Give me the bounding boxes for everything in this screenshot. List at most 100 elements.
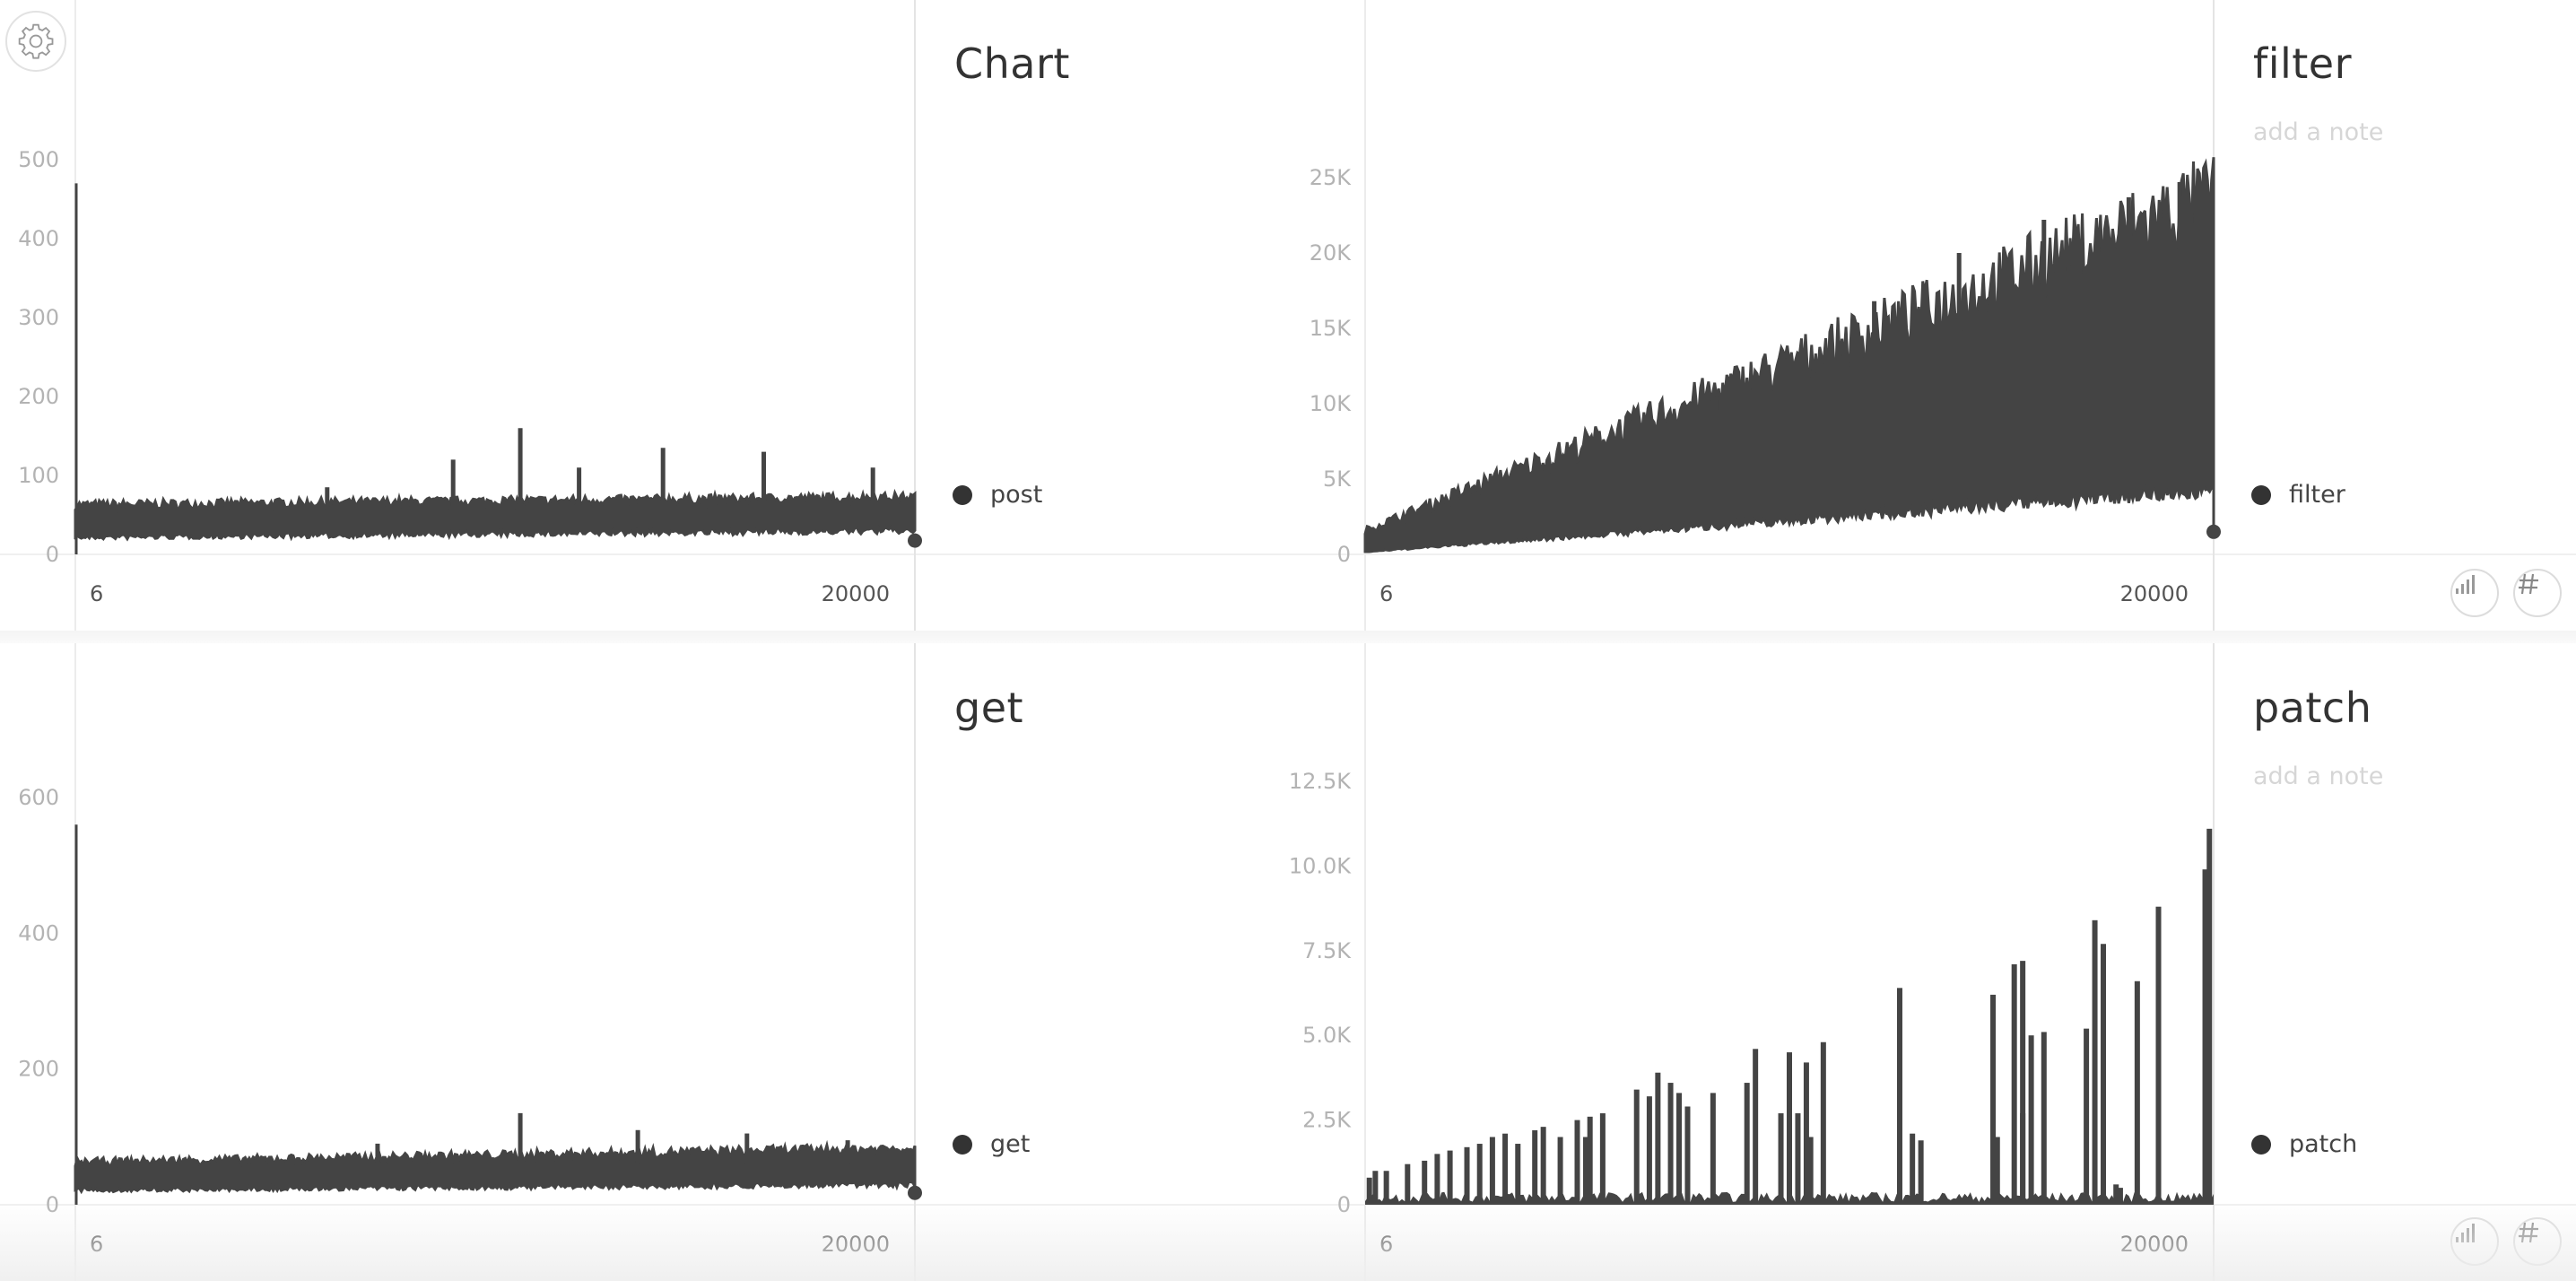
chart-panel-filter: 0 5K 10K 15K 20K 25K 6 20000 filter add a note … <box>1288 0 2576 631</box>
bar <box>2113 1184 2119 1205</box>
legend-item: post <box>953 481 1042 509</box>
bar <box>1803 1062 1809 1205</box>
series-end-dot <box>2206 524 2221 539</box>
bar <box>2155 906 2162 1205</box>
y-tick-label: 0 <box>46 542 59 567</box>
bar <box>2084 1028 2090 1205</box>
bar <box>2101 944 2107 1205</box>
x-tick-label: 6 <box>90 1232 103 1257</box>
bar <box>1434 1154 1440 1205</box>
y-tick-label: 100 <box>18 463 59 488</box>
bar <box>1515 1144 1521 1205</box>
y-tick-label: 200 <box>18 384 59 409</box>
y-tick-label: 7.5K <box>1302 938 1352 963</box>
legend-dot <box>2251 1134 2271 1155</box>
gear-icon <box>18 23 54 59</box>
bar <box>1383 1171 1389 1205</box>
bar <box>1447 1150 1453 1205</box>
bar <box>2020 1113 2026 1205</box>
y-tick-label: 25K <box>1310 165 1353 190</box>
bar <box>2117 1188 2123 1205</box>
bar <box>1896 988 1902 1205</box>
add-note-field[interactable]: add a note <box>2253 118 2384 146</box>
x-tick-label: 20000 <box>2120 1232 2189 1257</box>
panel-title: filter <box>2253 39 2353 88</box>
chart-panel-post: 0 100 200 300 400 500 6 20000 Chart post <box>0 0 1288 631</box>
legend-label: get <box>990 1130 1031 1158</box>
legend-dot <box>2251 484 2271 505</box>
x-tick-label: 20000 <box>822 1232 890 1257</box>
series-area <box>74 1139 917 1195</box>
legend-item: filter <box>2251 481 2345 509</box>
series-end-dot <box>908 533 922 548</box>
bar <box>1667 1083 1674 1205</box>
y-tick-label: 20K <box>1310 240 1353 266</box>
add-note-field[interactable]: add a note <box>2253 762 2384 790</box>
panel-title: get <box>954 684 1024 732</box>
bar <box>1910 1133 1916 1205</box>
bar <box>1422 1160 1428 1205</box>
y-tick-label: 10.0K <box>1289 853 1352 878</box>
legend-label: patch <box>2289 1130 2358 1158</box>
legend-dot <box>953 1134 972 1155</box>
y-tick-label: 300 <box>18 305 59 330</box>
y-tick-label: 200 <box>18 1057 59 1082</box>
panel-title: Chart <box>954 39 1070 88</box>
chart-panel-get: 0 200 400 600 6 20000 get get <box>0 643 1288 1281</box>
bar <box>1633 1089 1640 1205</box>
bar-chart-icon <box>2456 575 2475 594</box>
bar <box>1676 1093 1683 1205</box>
y-tick-label: 10K <box>1310 391 1353 416</box>
legend-dot <box>953 484 972 505</box>
hash-button[interactable] <box>2513 1217 2562 1266</box>
bar <box>1372 1171 1379 1205</box>
bar <box>1753 1049 1759 1205</box>
bar <box>1684 1106 1691 1205</box>
bar <box>1778 1113 1784 1205</box>
bar <box>2202 869 2208 1205</box>
hash-icon <box>2519 573 2538 595</box>
bar <box>1574 1120 1580 1205</box>
hash-button[interactable] <box>2513 569 2562 617</box>
chart-svg-get: 0 200 400 600 6 20000 <box>0 643 1288 1281</box>
y-tick-label: 15K <box>1310 316 1353 341</box>
bar <box>2011 963 2017 1205</box>
row-divider <box>0 631 2576 643</box>
legend-label: filter <box>2289 481 2345 509</box>
bar <box>2206 828 2213 1205</box>
chart-type-button[interactable] <box>2450 1217 2499 1266</box>
legend-label: post <box>990 481 1043 509</box>
bar <box>1532 1129 1538 1205</box>
y-tick-label: 2.5K <box>1302 1108 1352 1133</box>
y-tick-label: 5K <box>1323 466 1352 492</box>
bar <box>1366 1177 1372 1205</box>
bar <box>1820 1041 1826 1205</box>
series-area <box>1363 157 2215 553</box>
y-tick-label: 5.0K <box>1302 1023 1352 1048</box>
chart-type-button[interactable] <box>2450 569 2499 617</box>
settings-button[interactable] <box>5 11 66 72</box>
panel-title: patch <box>2253 684 2372 732</box>
x-tick-label: 6 <box>1379 1232 1393 1257</box>
hash-icon <box>2519 1222 2538 1243</box>
chart-svg-patch: 0 2.5K 5.0K 7.5K 10.0K 12.5K 6 20000 <box>1288 643 2576 1281</box>
bar <box>2028 1035 2034 1205</box>
y-tick-label: 0 <box>1337 542 1351 567</box>
bar <box>1540 1127 1546 1205</box>
bar <box>1476 1144 1483 1205</box>
y-tick-label: 500 <box>18 147 59 172</box>
bar <box>1599 1113 1606 1205</box>
bar <box>1795 1113 1801 1205</box>
bar-chart-icon <box>2456 1224 2475 1242</box>
legend-item: get <box>953 1130 1030 1158</box>
y-tick-label: 0 <box>46 1192 59 1217</box>
y-tick-label: 400 <box>18 226 59 251</box>
chart-panel-patch: 0 2.5K 5.0K 7.5K 10.0K 12.5K 6 20000 patch add … <box>1288 643 2576 1281</box>
x-tick-label: 20000 <box>2120 581 2189 606</box>
bar <box>1990 994 1997 1205</box>
series-area <box>74 488 917 542</box>
y-tick-label: 600 <box>18 785 59 810</box>
bar <box>1655 1072 1661 1205</box>
chart-svg-filter: 0 5K 10K 15K 20K 25K 6 20000 <box>1288 0 2576 631</box>
bar <box>1918 1140 1924 1205</box>
